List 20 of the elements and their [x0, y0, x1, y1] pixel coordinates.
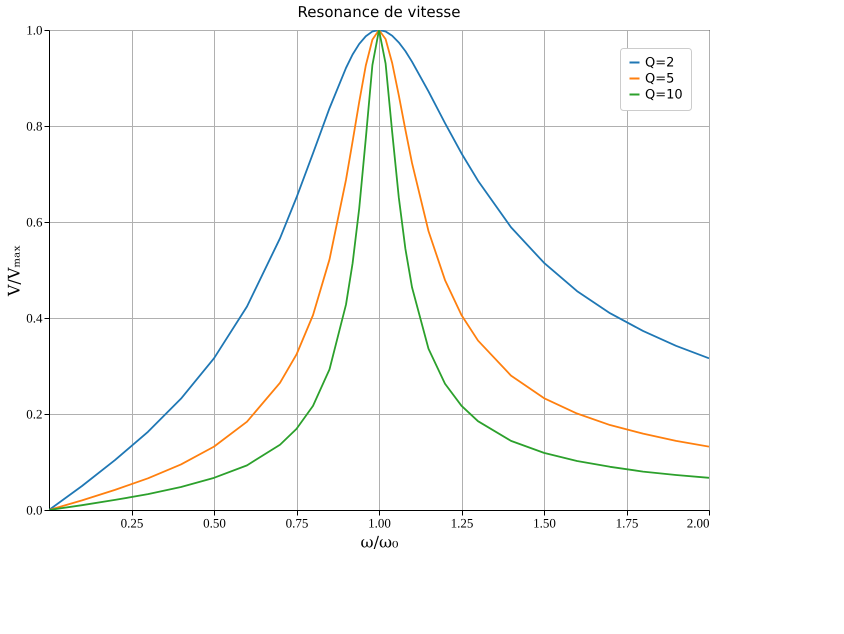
legend-label: Q=10 [645, 88, 683, 102]
legend-label: Q=5 [645, 72, 674, 86]
y-tick-label: 0.4 [26, 310, 43, 326]
x-tick-label: 1.75 [616, 516, 638, 530]
legend-label: Q=2 [645, 56, 674, 70]
x-tick-label: 0.25 [120, 516, 144, 530]
y-tick-label: 0.6 [26, 214, 43, 230]
x-tick-label: 1.50 [533, 516, 556, 530]
x-axis-title: ω/ω₀ [360, 532, 398, 552]
y-tick-label: 0.8 [26, 118, 42, 134]
x-tick-label: 1.25 [450, 516, 474, 530]
x-tick-label: 0.50 [203, 516, 226, 530]
x-tick-label: 2.00 [686, 516, 710, 530]
y-tick-label: 0.0 [26, 502, 42, 518]
y-tick-label: 1.0 [26, 22, 42, 38]
x-tick-label: 1.00 [368, 516, 391, 530]
y-tick-label: 0.2 [26, 406, 42, 422]
x-tick-label: 0.75 [286, 516, 308, 530]
chart-title: Resonance de vitesse [298, 3, 460, 21]
y-axis-title: V/Vₘₐₓ [4, 244, 24, 298]
